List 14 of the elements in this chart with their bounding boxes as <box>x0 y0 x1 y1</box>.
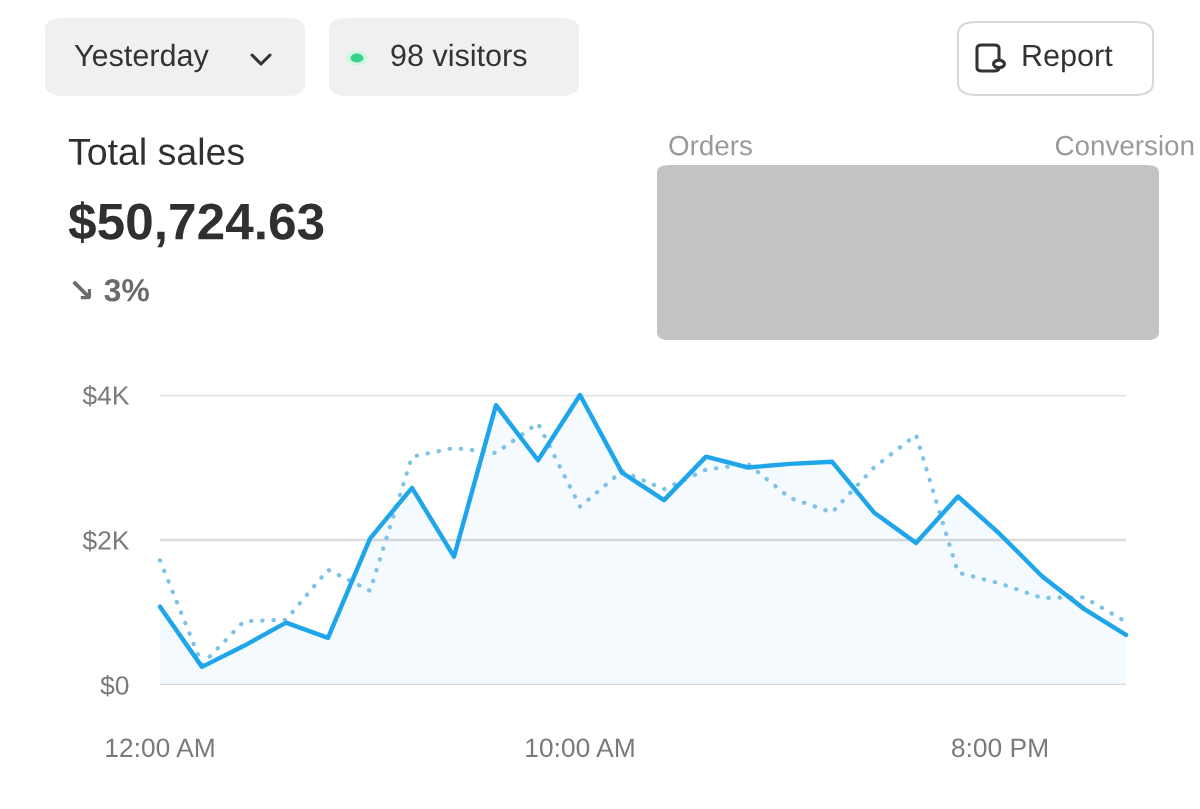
text: Conversion <box>1055 135 1194 156</box>
y-tick-label: $2K <box>82 530 130 552</box>
y-tick-label: $0 <box>100 675 129 697</box>
chart-title: Total sales <box>68 137 244 166</box>
x-tick-label: 12:00 AM <box>106 738 214 758</box>
text: Report <box>1023 44 1113 73</box>
x-tick-label: 8:00 PM <box>952 738 1047 758</box>
text: ↘ 3% <box>72 278 149 302</box>
text: 98 visitors <box>391 43 527 67</box>
chart-subtitle: $50,724.63 <box>68 201 324 248</box>
text: Orders <box>669 135 752 156</box>
y-tick-label: $4K <box>82 385 130 407</box>
x-tick-label: 10:00 AM <box>526 738 634 758</box>
text: Yesterday <box>74 43 209 73</box>
